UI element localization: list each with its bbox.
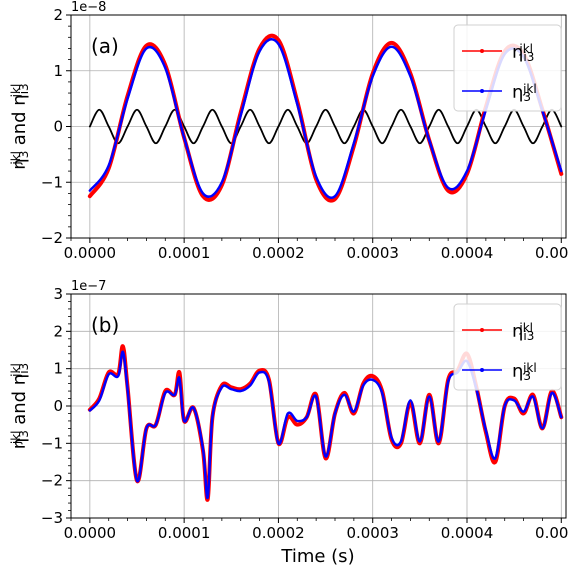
y-axis-label-part: jkl — [9, 363, 23, 378]
y-axis-label: η3jkl and ηi3jkl — [9, 83, 31, 169]
panel-b: 0.0000 0.0001 0.0002 0.0003 0.0004 0.0005 −3 −2… — [9, 279, 569, 542]
y-axis-label-part: η — [9, 438, 30, 449]
x-tick-label-2: 0.0002 — [252, 244, 305, 262]
y-axis-label-part: i3 — [17, 83, 31, 94]
series-blue — [88, 38, 563, 199]
y-tick-label-3: 1 — [53, 62, 63, 80]
x-tick-label-4: 0.0004 — [441, 524, 494, 542]
y-tick-label-0: −3 — [41, 509, 63, 527]
x-tick-label-3: 0.0003 — [346, 244, 399, 262]
x-tick-label-5: 0.0005 — [535, 244, 569, 262]
y-tick-label-2: −1 — [41, 434, 63, 452]
x-tick-label-0: 0.0000 — [64, 524, 117, 542]
x-tick-label-5: 0.0005 — [535, 524, 569, 542]
y-axis-label-part: jkl — [9, 431, 23, 446]
legend-entry-0: ηi3jkl — [512, 42, 534, 65]
y-tick-label-6: 3 — [53, 285, 63, 303]
legend-superscript: jkl — [522, 82, 537, 96]
x-tick-label-0: 0.0000 — [64, 244, 117, 262]
y-ticks: −2 −1 0 1 2 — [41, 6, 71, 247]
y-axis-label-part: η — [9, 158, 30, 169]
y-tick-label-1: −2 — [41, 472, 63, 490]
plot-area — [87, 33, 564, 203]
legend-marker-0 — [480, 49, 484, 53]
x-axis-label: Time (s) — [280, 546, 354, 567]
legend-subscript: 3 — [523, 90, 531, 104]
y-tick-label-3: 0 — [53, 397, 63, 415]
legend-base: η — [512, 82, 523, 103]
x-tick-label-4: 0.0004 — [441, 244, 494, 262]
y-axis-label-part: jkl — [9, 151, 23, 166]
y-axis-label-part: and — [9, 385, 30, 430]
y-tick-label-2: 0 — [53, 118, 63, 136]
x-ticks: 0.0000 0.0001 0.0002 0.0003 0.0004 0.0005 — [64, 518, 569, 542]
legend-base: η — [512, 361, 523, 382]
x-ticks: 0.0000 0.0001 0.0002 0.0003 0.0004 0.0005 — [64, 238, 569, 262]
legend-base: η — [512, 42, 523, 63]
legend-superscript: jkl — [522, 361, 537, 375]
y-axis-label-part: 3 — [17, 430, 31, 438]
legend-entry-1: η3jkl — [512, 82, 537, 105]
legend-entry-0: ηi3jkl — [512, 321, 534, 344]
x-tick-label-2: 0.0002 — [252, 524, 305, 542]
legend-frame — [453, 303, 562, 391]
y-axis-label-part: and — [9, 106, 30, 151]
legend-base: η — [512, 321, 523, 342]
legend-frame — [453, 24, 562, 112]
y-tick-label-4: 1 — [53, 360, 63, 378]
panel-label: (b) — [91, 313, 119, 337]
legend-superscript: jkl — [518, 321, 533, 335]
y-axis-label-part: η — [9, 94, 30, 105]
y-axis-label-part: 3 — [17, 151, 31, 159]
x-tick-label-1: 0.0001 — [158, 524, 211, 542]
x-tick-label-3: 0.0003 — [346, 524, 399, 542]
legend-superscript: jkl — [518, 42, 533, 56]
y-tick-label-4: 2 — [53, 6, 63, 24]
y-axis-label: η3jkl and ηi3jkl — [9, 363, 31, 449]
legend-entry-1: η3jkl — [512, 361, 537, 384]
legend-marker-1 — [480, 89, 484, 93]
y-ticks: −3 −2 −1 0 1 2 3 — [41, 285, 71, 527]
y-tick-label-1: −1 — [41, 173, 63, 191]
panel-a: 0.0000 0.0001 0.0002 0.0003 0.0004 0.0005 −2 −1… — [9, 0, 569, 262]
y-tick-label-0: −2 — [41, 229, 63, 247]
legend-subscript: i3 — [523, 50, 534, 64]
legend-marker-0 — [480, 328, 484, 332]
x-tick-label-1: 0.0001 — [158, 244, 211, 262]
legend-marker-1 — [480, 368, 484, 372]
y-tick-label-5: 2 — [53, 322, 63, 340]
offset-multiplier: 1e−7 — [71, 279, 106, 294]
legend-subscript: 3 — [523, 369, 531, 383]
panel-label: (a) — [91, 34, 119, 58]
y-axis-label-part: jkl — [9, 84, 23, 99]
offset-multiplier: 1e−8 — [71, 0, 106, 15]
y-axis-label-part: i3 — [17, 363, 31, 374]
legend-subscript: i3 — [523, 329, 534, 343]
y-axis-label-part: η — [9, 374, 30, 385]
